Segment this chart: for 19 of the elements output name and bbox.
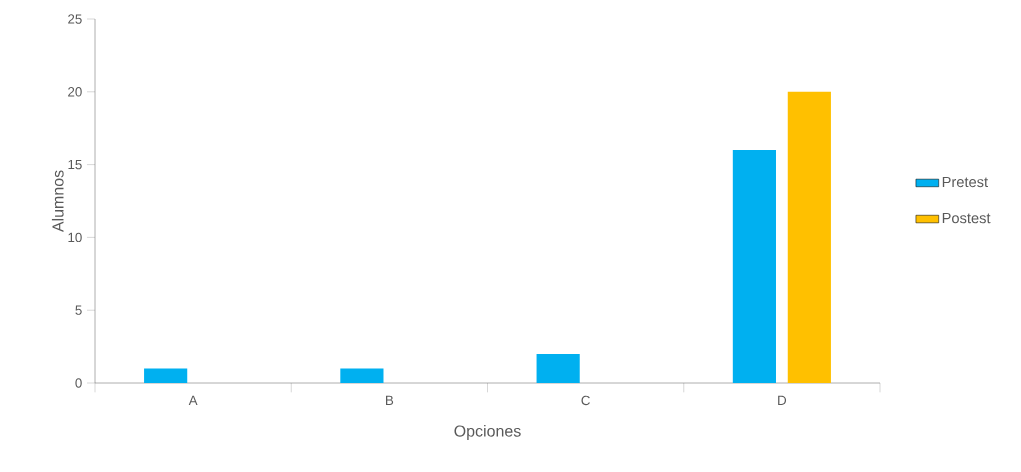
y-axis-title: Alumnos (51, 170, 64, 233)
y-tick-label: 10 (68, 232, 82, 243)
bar (340, 368, 384, 383)
bar (787, 91, 831, 383)
x-tick-label: A (188, 395, 198, 405)
x-axis-title: Opciones (454, 424, 521, 440)
bar (536, 353, 580, 383)
y-tick-label: 15 (68, 159, 82, 170)
legend-label: Pretest (942, 176, 988, 188)
y-tick-label: 0 (75, 378, 82, 388)
y-tick-label: 20 (68, 87, 82, 97)
x-tick-label: C (581, 395, 590, 406)
x-tick-label: B (386, 395, 394, 405)
legend-label: Postest (942, 213, 991, 224)
bar (144, 368, 188, 383)
y-tick-label: 25 (68, 14, 82, 24)
bar (732, 150, 776, 383)
x-tick-label: D (778, 395, 787, 405)
y-tick-label: 5 (75, 305, 82, 315)
